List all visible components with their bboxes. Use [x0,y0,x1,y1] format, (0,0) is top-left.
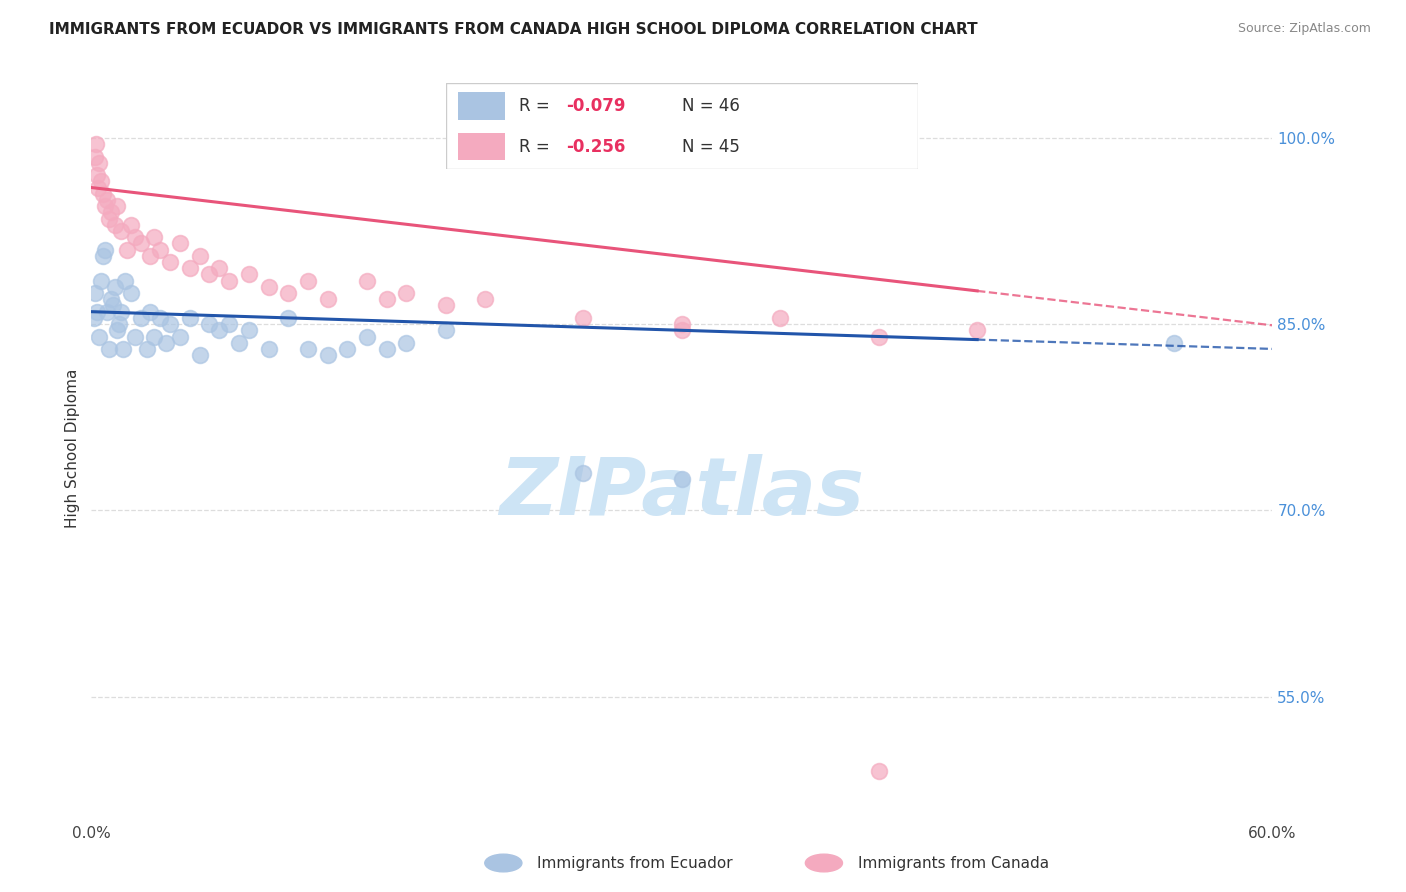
Text: Source: ZipAtlas.com: Source: ZipAtlas.com [1237,22,1371,36]
Point [188,249,211,263]
Point [375,342,398,356]
Text: IMMIGRANTS FROM ECUADOR VS IMMIGRANTS FROM CANADA HIGH SCHOOL DIPLOMA CORRELATIO: IMMIGRANTS FROM ECUADOR VS IMMIGRANTS FR… [49,22,977,37]
Point [218,274,240,288]
Point [159,317,181,331]
Point [671,472,693,486]
Point [238,268,260,282]
Point [84,149,107,163]
Point [356,274,378,288]
Point [208,323,231,337]
Point [149,243,172,257]
Point [129,236,152,251]
Point [356,329,378,343]
Point [868,764,890,778]
Text: ZIPatlas: ZIPatlas [499,454,865,532]
Point [143,230,166,244]
Point [110,224,132,238]
Point [91,186,114,201]
Text: Immigrants from Ecuador: Immigrants from Ecuador [537,855,733,871]
Point [395,286,418,301]
Point [89,155,111,169]
Point [316,293,339,307]
Point [257,342,280,356]
Point [395,335,418,350]
Point [188,348,211,362]
Circle shape [485,855,522,871]
Point [83,310,105,325]
Point [155,335,177,350]
Point [101,298,124,312]
Point [868,329,890,343]
Point [1163,335,1185,350]
Point [336,342,359,356]
Point [114,274,136,288]
Point [135,342,157,356]
Point [96,193,118,207]
Point [89,329,111,343]
Point [94,199,117,213]
Point [179,310,201,325]
Point [94,243,117,257]
Point [98,342,121,356]
Point [86,137,108,152]
Point [297,274,319,288]
Point [120,218,142,232]
Point [91,249,114,263]
Point [98,211,121,226]
Point [257,280,280,294]
Point [671,323,693,337]
Point [104,218,127,232]
Point [671,317,693,331]
Point [218,317,240,331]
Text: Immigrants from Canada: Immigrants from Canada [858,855,1049,871]
Point [375,293,398,307]
Point [159,255,181,269]
Point [108,317,131,331]
Point [110,304,132,318]
Point [96,304,118,318]
Point [208,261,231,276]
Point [90,274,112,288]
Point [198,317,221,331]
Point [572,466,595,480]
Point [129,310,152,325]
Point [124,230,146,244]
Point [169,329,191,343]
Point [86,168,108,182]
Point [198,268,221,282]
Point [143,329,166,343]
Point [434,323,457,337]
Circle shape [806,855,842,871]
Point [228,335,250,350]
Point [100,205,122,219]
Y-axis label: High School Diploma: High School Diploma [65,368,80,528]
Point [149,310,172,325]
Point [297,342,319,356]
Point [104,280,127,294]
Point [84,286,107,301]
Point [474,293,496,307]
Point [105,323,128,337]
Point [87,180,110,194]
Point [115,243,138,257]
Point [316,348,339,362]
Point [100,293,122,307]
Point [769,310,792,325]
Point [139,249,162,263]
Point [572,310,595,325]
Point [111,342,134,356]
Point [120,286,142,301]
Point [124,329,146,343]
Point [434,298,457,312]
Point [238,323,260,337]
Point [277,286,299,301]
Point [179,261,201,276]
Point [86,304,108,318]
Point [277,310,299,325]
Point [966,323,988,337]
Point [169,236,191,251]
Point [139,304,162,318]
Point [90,174,112,188]
Point [105,199,128,213]
